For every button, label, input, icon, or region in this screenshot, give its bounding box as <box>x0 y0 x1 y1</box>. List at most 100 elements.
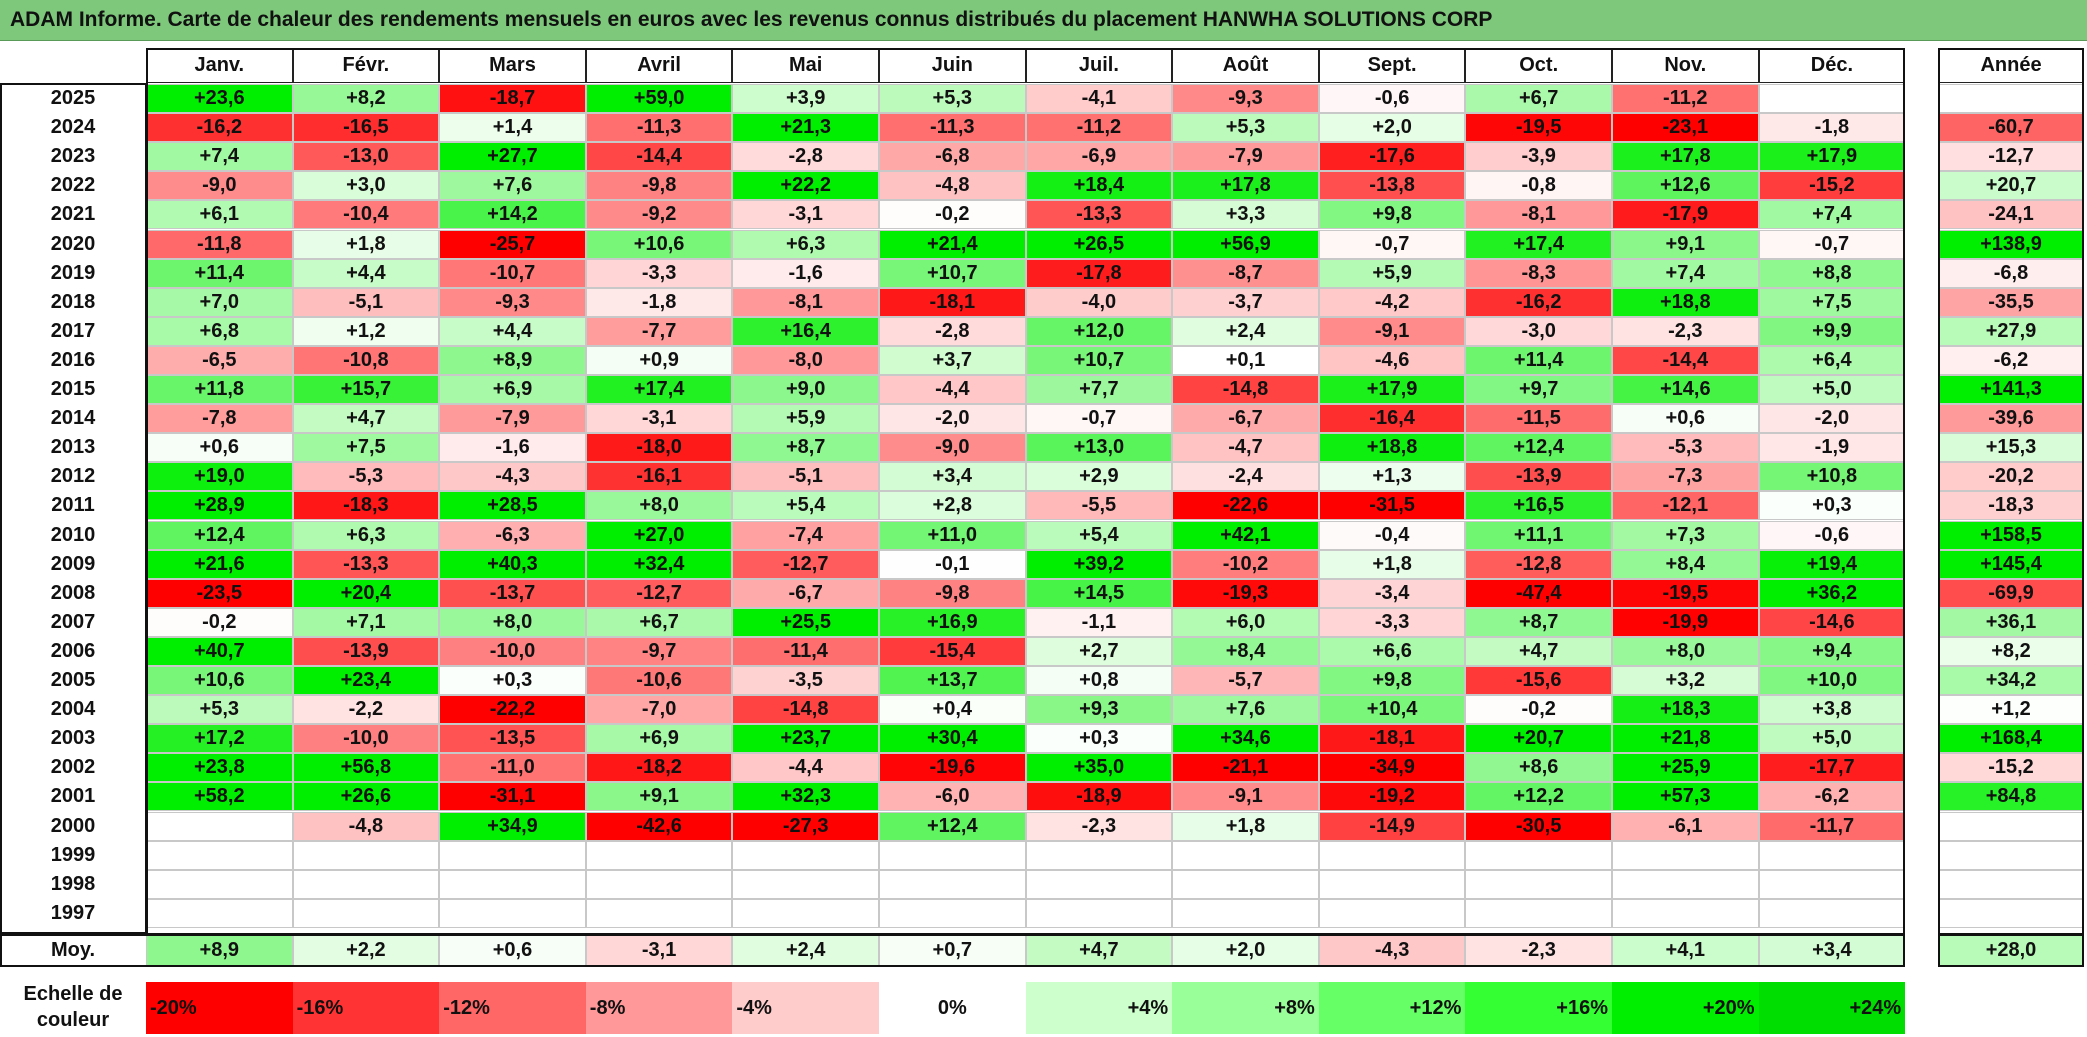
heatmap-cell: +15,7 <box>292 375 440 405</box>
heatmap-cell: +34,6 <box>1172 724 1319 754</box>
heatmap-cell: +0,4 <box>879 695 1026 725</box>
heatmap-cell: +12,0 <box>1025 316 1173 346</box>
year-label: 2011 <box>51 494 95 517</box>
heatmap-cell: +0,6 <box>1612 404 1759 434</box>
heatmap-cell: -12,1 <box>1612 491 1759 521</box>
heatmap-cell: +21,3 <box>732 113 879 143</box>
heatmap-cell: -18,9 <box>1025 782 1173 812</box>
heatmap-cell <box>146 811 293 841</box>
year-label: 2024 <box>50 116 96 139</box>
heatmap-cell: +7,6 <box>439 171 586 201</box>
heatmap-cell: -16,2 <box>1465 287 1612 317</box>
heatmap-cell: -9,2 <box>585 200 733 230</box>
year-label: 2002 <box>50 756 96 779</box>
heatmap-cell: -2,3 <box>1025 811 1173 841</box>
heatmap-cell: +1,3 <box>1318 462 1466 492</box>
heatmap-cell: -30,5 <box>1465 811 1612 841</box>
heatmap-cell: +6,7 <box>585 607 733 637</box>
heatmap-cell <box>585 840 733 870</box>
heatmap-cell: -9,8 <box>585 171 733 201</box>
heatmap-cell: -27,3 <box>732 811 879 841</box>
heatmap-cell: -3,1 <box>585 404 733 434</box>
heatmap-cell <box>146 898 293 928</box>
heatmap-cell <box>732 840 879 870</box>
heatmap-cell: -5,1 <box>732 462 879 492</box>
heatmap-cell: +1,8 <box>1318 549 1466 579</box>
heatmap-cell: +3,0 <box>292 171 440 201</box>
heatmap-cell: -34,9 <box>1318 753 1466 783</box>
heatmap-cell: +7,1 <box>292 607 440 637</box>
heatmap-cell: +4,7 <box>292 404 440 434</box>
heatmap-cell: +3,4 <box>879 462 1026 492</box>
heatmap-cell: -14,8 <box>732 695 879 725</box>
annual-cell: -24,1 <box>1938 200 2084 230</box>
heatmap-cell: -6,2 <box>1758 782 1906 812</box>
heatmap-cell: +40,3 <box>439 549 586 579</box>
year-label: 2006 <box>50 639 96 662</box>
heatmap-cell: +17,8 <box>1172 171 1319 201</box>
annual-cell: +1,2 <box>1938 695 2084 725</box>
color-scale-stop: +12% <box>1318 982 1466 1034</box>
heatmap-cell: +25,9 <box>1612 753 1759 783</box>
heatmap-cell: +12,4 <box>879 811 1026 841</box>
heatmap-cell <box>292 840 440 870</box>
annual-cell: +84,8 <box>1938 782 2084 812</box>
year-label: 2005 <box>50 669 96 692</box>
annual-cell: +20,7 <box>1938 171 2084 201</box>
heatmap-cell: +2,8 <box>879 491 1026 521</box>
color-scale-stop: +4% <box>1025 982 1173 1034</box>
year-label: 1997 <box>50 901 96 924</box>
heatmap-cell <box>879 840 1026 870</box>
annual-cell <box>1938 869 2084 899</box>
heatmap-cell: -10,2 <box>1172 549 1319 579</box>
heatmap-cell: +5,9 <box>732 404 879 434</box>
heatmap-cell: +5,3 <box>879 84 1026 114</box>
heatmap-cell: -17,6 <box>1318 142 1466 172</box>
heatmap-cell: -3,1 <box>732 200 879 230</box>
heatmap-cell: -11,2 <box>1025 113 1173 143</box>
heatmap-cell: +8,2 <box>292 84 440 114</box>
heatmap-cell <box>1172 840 1319 870</box>
heatmap-cell: +2,9 <box>1025 462 1173 492</box>
heatmap-cell: -2,4 <box>1172 462 1319 492</box>
heatmap-cell: +16,5 <box>1465 491 1612 521</box>
heatmap-cell: -1,8 <box>585 287 733 317</box>
heatmap-cell <box>585 898 733 928</box>
heatmap-cell: +17,9 <box>1318 375 1466 405</box>
annual-cell: +145,4 <box>1938 549 2084 579</box>
heatmap-cell: +0,3 <box>1758 491 1906 521</box>
heatmap-cell <box>1025 898 1173 928</box>
heatmap-cell: +9,8 <box>1318 666 1466 696</box>
heatmap-cell: -5,5 <box>1025 491 1173 521</box>
heatmap-cell: +8,0 <box>585 491 733 521</box>
heatmap-cell <box>439 869 586 899</box>
heatmap-cell: -3,9 <box>1465 142 1612 172</box>
heatmap-cell <box>732 869 879 899</box>
heatmap-cell: -1,8 <box>1758 113 1906 143</box>
heatmap-cell: +42,1 <box>1172 520 1319 550</box>
heatmap-cell: -2,0 <box>1758 404 1906 434</box>
heatmap-cell: -5,1 <box>292 287 440 317</box>
heatmap-cell: -7,9 <box>439 404 586 434</box>
heatmap-cell: -3,3 <box>585 258 733 288</box>
color-scale-stop: 0% <box>879 982 1026 1034</box>
heatmap-cell: +17,4 <box>1465 229 1612 259</box>
heatmap-cell: +26,5 <box>1025 229 1173 259</box>
heatmap-cell: -6,1 <box>1612 811 1759 841</box>
heatmap-cell: -1,1 <box>1025 607 1173 637</box>
heatmap-cell: +3,3 <box>1172 200 1319 230</box>
average-cell: +0,7 <box>879 934 1026 967</box>
heatmap-cell: -7,4 <box>732 520 879 550</box>
column-header: Juil. <box>1025 48 1173 83</box>
year-label: 2015 <box>50 378 96 401</box>
heatmap-cell: -7,8 <box>146 404 293 434</box>
heatmap-cell: -31,1 <box>439 782 586 812</box>
heatmap-cell: +10,0 <box>1758 666 1906 696</box>
heatmap-cell: -15,2 <box>1758 171 1906 201</box>
year-label: 2010 <box>50 523 96 546</box>
heatmap-cell: +56,8 <box>292 753 440 783</box>
heatmap-cell: +32,3 <box>732 782 879 812</box>
heatmap-cell: -10,7 <box>439 258 586 288</box>
heatmap-cell: -0,6 <box>1318 84 1466 114</box>
heatmap-cell: +9,8 <box>1318 200 1466 230</box>
